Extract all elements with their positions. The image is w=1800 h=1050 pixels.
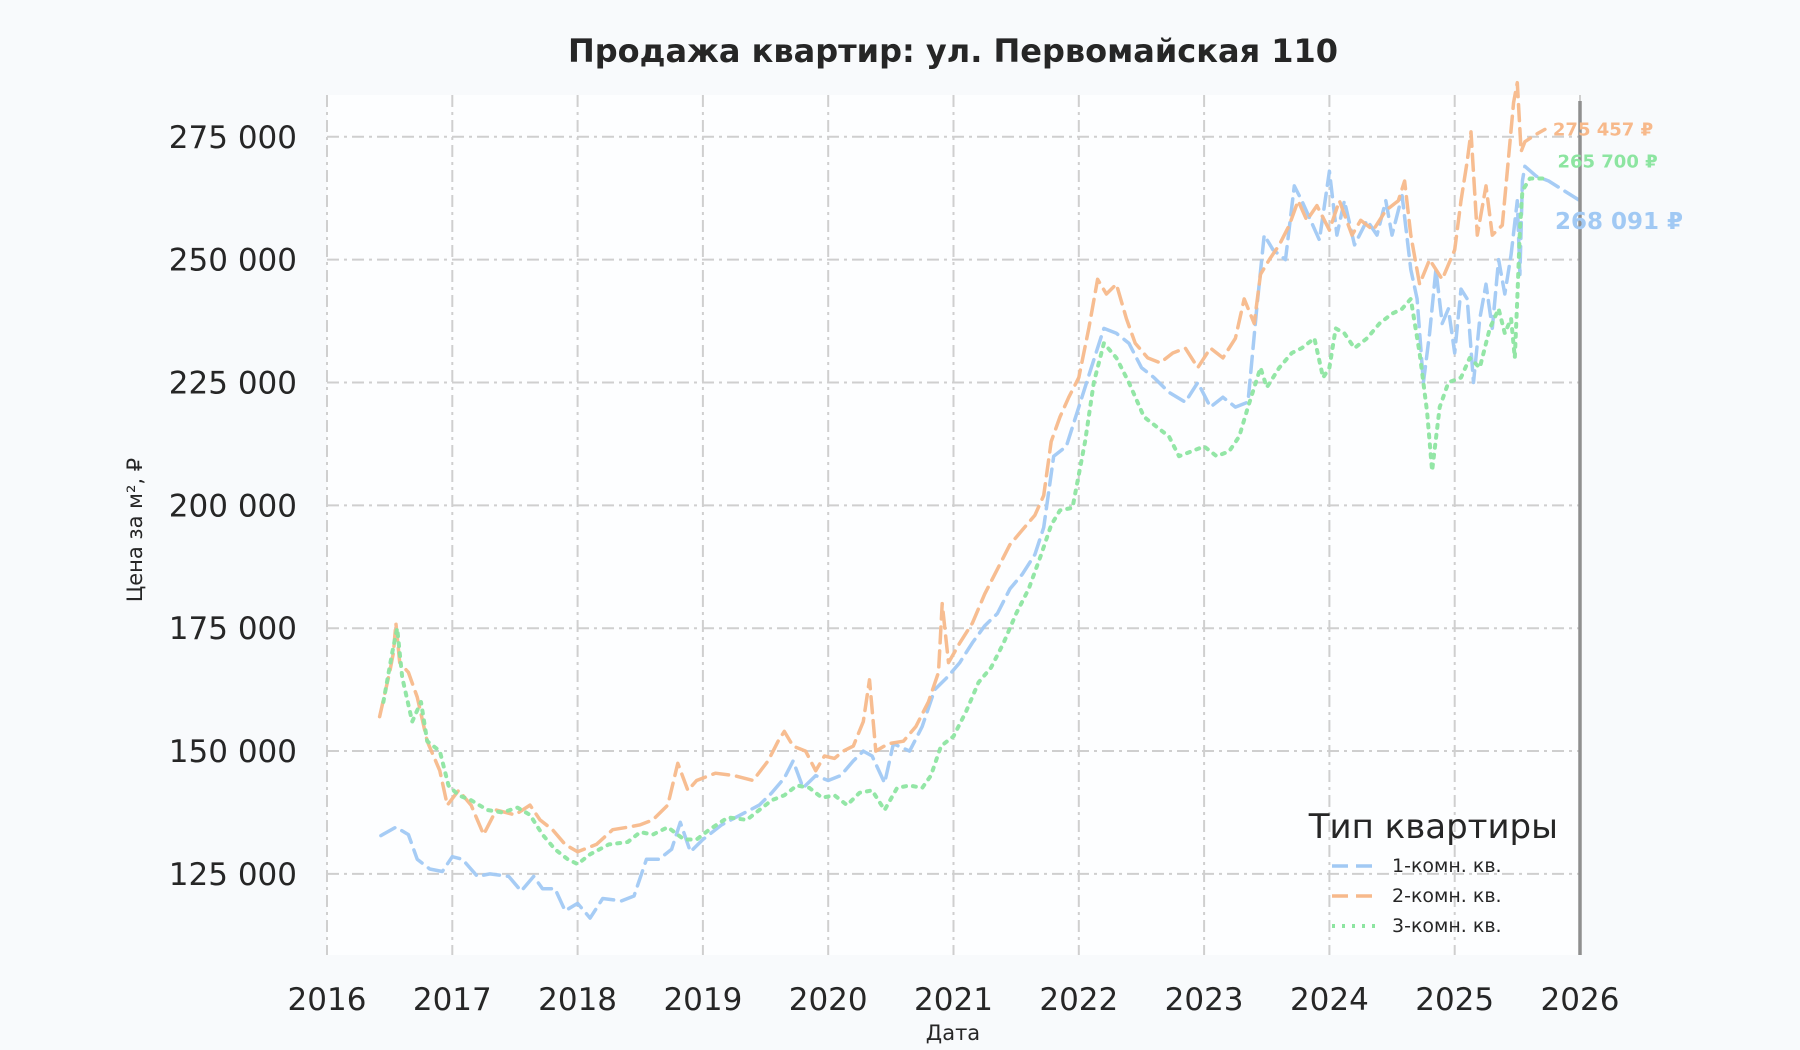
legend-entry-2: 2-комн. кв. (1392, 885, 1502, 907)
y-tick-label-0: 125 000 (169, 857, 297, 893)
chart-title: Продажа квартир: ул. Первомайская 110 (568, 32, 1338, 70)
y-tick-label-2: 175 000 (169, 611, 297, 647)
series-line-1 (379, 164, 1582, 920)
x-tick-label-1: 2017 (413, 982, 492, 1018)
x-tick-label-4: 2020 (789, 982, 868, 1018)
legend-entry-3: 3-комн. кв. (1392, 915, 1502, 937)
series-line-2 (377, 80, 1547, 854)
y-tick-label-4: 225 000 (169, 365, 297, 401)
x-tick-label-3: 2019 (663, 982, 742, 1018)
x-axis-label: Дата (926, 1021, 980, 1045)
y-tick-label-6: 275 000 (169, 120, 297, 156)
x-tick-label-7: 2023 (1165, 982, 1244, 1018)
end-label-2: 275 457 ₽ (1553, 119, 1653, 140)
x-tick-label-10: 2026 (1541, 982, 1620, 1018)
legend-entry-1: 1-комн. кв. (1392, 855, 1502, 877)
x-tick-label-9: 2025 (1415, 982, 1494, 1018)
series-line-3 (381, 176, 1545, 867)
legend-title: Тип квартиры (1308, 807, 1558, 847)
x-tick-label-0: 2016 (288, 982, 367, 1018)
end-label-3: 265 700 ₽ (1557, 151, 1657, 172)
end-labels: 268 091 ₽ 275 457 ₽ 265 700 ₽ (1553, 119, 1683, 234)
y-tick-label-3: 200 000 (169, 488, 297, 524)
x-tick-label-2: 2018 (538, 982, 617, 1018)
x-tick-label-6: 2022 (1039, 982, 1118, 1018)
x-tick-label-5: 2021 (914, 982, 993, 1018)
x-tick-label-8: 2024 (1290, 982, 1369, 1018)
y-tick-label-1: 150 000 (169, 734, 297, 770)
legend: Тип квартиры 1-комн. кв. 2-комн. кв. 3-к… (1308, 807, 1558, 937)
end-label-1: 268 091 ₽ (1555, 209, 1683, 235)
y-axis-label: Цена за м², ₽ (123, 458, 147, 602)
series-lines (377, 80, 1582, 920)
axis-ticks: 2016 2017 2018 2019 2020 2021 2022 2023 2024 2025… (169, 120, 1620, 1018)
y-tick-label-5: 250 000 (169, 243, 297, 279)
